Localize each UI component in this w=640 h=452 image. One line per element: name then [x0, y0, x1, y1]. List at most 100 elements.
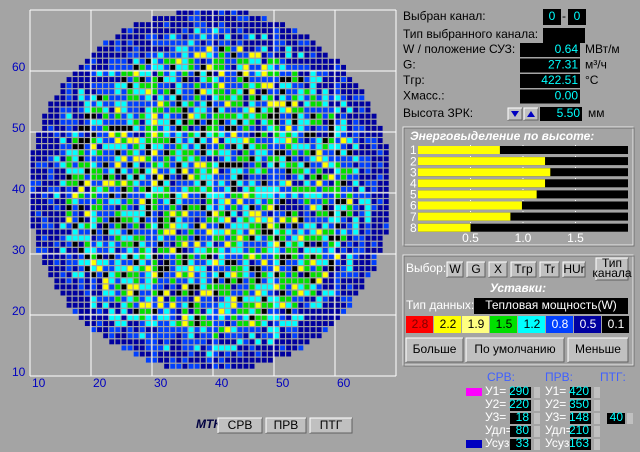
map-cell: [133, 302, 139, 308]
map-cell: [200, 302, 206, 308]
map-cell: [194, 10, 200, 15]
map-cell: [115, 235, 121, 241]
map-cell: [60, 272, 66, 278]
map-cell: [316, 193, 322, 198]
map-cell: [72, 101, 78, 107]
map-cell: [322, 89, 328, 95]
map-cell: [359, 186, 365, 192]
map-cell: [158, 168, 163, 174]
map-cell: [341, 71, 346, 76]
map-cell: [84, 174, 90, 180]
map-cell: [225, 52, 231, 58]
map-cell: [127, 89, 133, 95]
map-cell: [127, 71, 133, 76]
map-cell: [164, 46, 170, 52]
action-button[interactable]: [405, 337, 464, 363]
map-cell: [255, 168, 261, 174]
map-cell: [365, 217, 371, 223]
map-cell: [109, 77, 115, 82]
legend-swatch: [490, 316, 517, 333]
map-cell: [353, 119, 359, 125]
map-cell: [121, 58, 127, 64]
map-cell: [72, 71, 78, 76]
map-cell: [243, 254, 249, 259]
map-cell: [133, 278, 139, 284]
map-cell: [182, 101, 188, 107]
map-cell: [152, 132, 157, 137]
map-cell: [127, 345, 133, 351]
map-cell: [267, 83, 273, 89]
map-cell: [91, 186, 96, 192]
map-cell: [72, 211, 78, 217]
map-cell: [97, 58, 102, 64]
map-cell: [194, 223, 200, 229]
map-cell: [213, 77, 218, 82]
map-cell: [304, 144, 310, 150]
map-cell: [365, 119, 371, 125]
map-cell: [280, 113, 285, 119]
map-cell: [60, 95, 66, 101]
map-cell: [335, 241, 340, 247]
map-cell: [48, 217, 54, 223]
map-cell: [164, 77, 170, 82]
map-cell: [164, 247, 170, 253]
bar: [418, 157, 546, 166]
map-cell: [200, 266, 206, 272]
map-cell: [328, 308, 334, 314]
map-cell: [152, 345, 157, 351]
map-cell: [152, 205, 157, 211]
map-cell: [121, 266, 127, 272]
map-cell: [310, 272, 316, 278]
map-cell: [103, 58, 109, 64]
map-cell: [243, 71, 249, 76]
map-cell: [243, 40, 249, 46]
map-cell: [42, 138, 48, 143]
map-cell: [219, 95, 224, 101]
map-cell: [66, 241, 72, 247]
map-cell: [158, 315, 163, 320]
bar-label: 8: [410, 221, 417, 235]
map-cell: [54, 125, 60, 131]
map-cell: [292, 235, 298, 241]
map-cell: [347, 150, 353, 156]
map-cell: [231, 278, 237, 284]
map-cell: [237, 125, 243, 131]
map-cell: [322, 150, 328, 156]
map-cell: [322, 260, 328, 265]
bar: [418, 179, 546, 188]
map-cell: [194, 16, 200, 21]
map-cell: [78, 113, 84, 119]
map-cell: [274, 64, 279, 70]
scroll-arrow: [594, 400, 600, 411]
map-cell: [219, 64, 224, 70]
map-cell: [206, 357, 212, 363]
map-cell: [109, 150, 115, 156]
map-cell: [328, 113, 334, 119]
map-cell: [371, 162, 377, 168]
map-cell: [152, 327, 157, 333]
map-cell: [36, 193, 41, 198]
map-cell: [261, 83, 267, 89]
map-cell: [164, 235, 170, 241]
map-cell: [292, 180, 298, 186]
map-cell: [310, 327, 316, 333]
map-cell: [127, 180, 133, 186]
map-cell: [109, 168, 115, 174]
map-cell: [200, 95, 206, 101]
map-cell: [109, 119, 115, 125]
map-cell: [115, 64, 121, 70]
map-cell: [322, 211, 328, 217]
map-cell: [103, 284, 109, 290]
map-cell: [286, 162, 292, 168]
map-cell: [310, 58, 316, 64]
map-cell: [60, 186, 66, 192]
map-cell: [274, 193, 279, 198]
map-cell: [206, 363, 212, 369]
map-cell: [335, 95, 340, 101]
map-cell: [133, 101, 139, 107]
map-cell: [316, 125, 322, 131]
map-cell: [176, 199, 182, 204]
info-value: 422.51: [541, 73, 578, 87]
map-cell: [243, 193, 249, 198]
map-cell: [365, 162, 371, 168]
